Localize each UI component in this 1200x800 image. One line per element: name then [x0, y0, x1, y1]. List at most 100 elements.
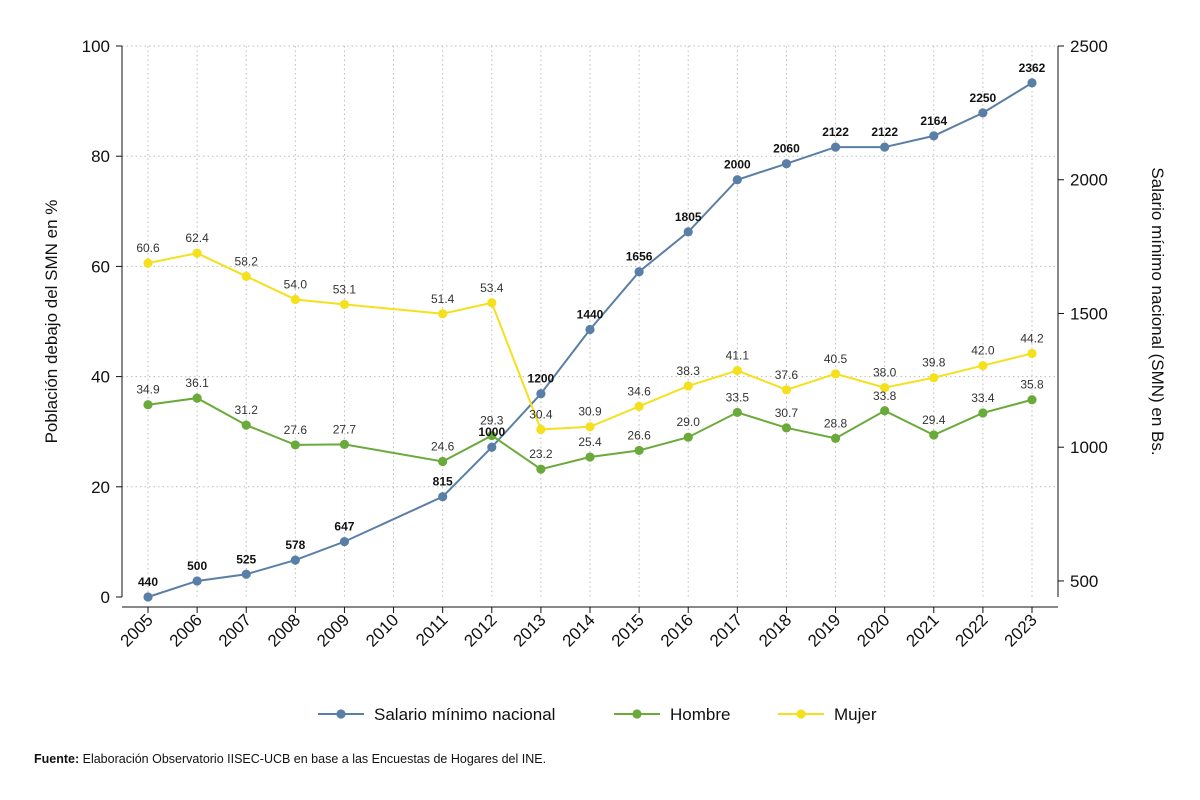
data-point	[830, 369, 841, 379]
data-point	[290, 294, 300, 305]
data-point	[585, 422, 595, 432]
data-label: 60.6	[136, 241, 160, 255]
data-point	[634, 445, 644, 456]
data-label: 33.5	[726, 390, 750, 404]
data-label: 27.6	[284, 423, 308, 437]
x-tick-label: 2020	[853, 610, 893, 650]
x-tick-label: 2006	[166, 610, 206, 650]
y-tick-label-left: 40	[91, 368, 110, 387]
legend-label: Hombre	[670, 705, 730, 724]
data-point	[683, 432, 693, 442]
data-label: 34.6	[627, 384, 651, 398]
x-tick-label: 2011	[412, 610, 451, 649]
y-tick-label-right: 1000	[1070, 438, 1108, 457]
series-line-hombre	[147, 397, 1033, 471]
x-tick-label: 2022	[952, 610, 992, 650]
x-tick-label: 2013	[510, 610, 550, 650]
data-point	[438, 309, 448, 319]
grid	[122, 45, 1058, 597]
data-label: 25.4	[578, 435, 602, 449]
data-point	[438, 456, 448, 467]
data-point	[929, 373, 939, 383]
y-tick-label-left: 100	[82, 37, 110, 56]
series-layer	[143, 78, 1037, 602]
data-label: 58.2	[235, 254, 259, 268]
data-point	[781, 423, 792, 433]
data-point	[487, 430, 497, 441]
data-label: 39.8	[922, 356, 946, 370]
data-label: 28.8	[824, 416, 848, 430]
data-point	[830, 142, 841, 152]
data-label: 500	[187, 559, 207, 573]
source-label: Fuente:	[34, 752, 80, 766]
legend-marker	[796, 709, 806, 719]
data-label: 40.5	[824, 352, 848, 366]
data-point	[192, 393, 202, 403]
data-point	[978, 108, 988, 118]
data-label: 2250	[970, 91, 997, 105]
series-line-mujer	[147, 252, 1033, 431]
data-label: 30.9	[578, 405, 602, 419]
y-tick-label-left: 60	[91, 257, 110, 276]
x-tick-label: 2016	[657, 610, 697, 650]
data-point	[683, 381, 693, 391]
data-label: 1805	[675, 210, 702, 224]
data-point	[192, 576, 202, 586]
data-label: 29.0	[677, 415, 701, 429]
data-point	[781, 385, 792, 395]
data-label: 38.3	[677, 364, 701, 378]
data-label: 2060	[773, 142, 800, 156]
x-tick-label: 2017	[706, 610, 746, 650]
data-label: 30.4	[529, 407, 553, 421]
data-label: 1000	[478, 425, 505, 439]
data-label: 2000	[724, 158, 751, 172]
source-text: Elaboración Observatorio IISEC-UCB en ba…	[79, 752, 547, 766]
data-point	[830, 433, 841, 443]
data-label: 24.6	[431, 439, 455, 453]
data-label: 36.1	[185, 376, 209, 390]
data-point	[929, 430, 939, 440]
data-point	[143, 258, 153, 268]
data-label: 33.4	[971, 391, 995, 405]
data-label: 2122	[871, 125, 898, 139]
data-point	[1027, 78, 1037, 88]
data-label: 26.6	[627, 428, 651, 442]
source-note: Fuente: Elaboración Observatorio IISEC-U…	[34, 752, 546, 766]
x-tick-label: 2014	[559, 610, 599, 650]
y-tick-label-right: 2500	[1070, 37, 1108, 56]
data-point	[585, 452, 595, 462]
y-tick-label-right: 1500	[1070, 304, 1108, 323]
data-label: 1200	[528, 372, 555, 386]
data-point	[634, 267, 644, 277]
data-label: 38.0	[873, 366, 897, 380]
y-tick-label-left: 80	[91, 147, 110, 166]
data-label: 42.0	[971, 344, 995, 358]
data-point	[143, 400, 153, 410]
data-label: 578	[285, 538, 305, 552]
data-point	[1027, 395, 1037, 405]
data-label: 525	[236, 552, 256, 566]
y-axis-title-left: Población debajo del SMN en %	[42, 200, 61, 444]
data-label: 53.4	[480, 281, 504, 295]
data-label: 2164	[920, 114, 947, 128]
data-point	[438, 492, 448, 502]
data-label: 27.7	[333, 422, 357, 436]
data-label: 23.2	[529, 447, 553, 461]
data-point	[487, 298, 497, 308]
data-point	[1027, 348, 1037, 359]
data-point	[339, 299, 350, 310]
data-label: 30.7	[775, 406, 799, 420]
data-point	[978, 360, 988, 371]
data-point	[241, 569, 251, 579]
x-tick-label: 2021	[902, 610, 942, 650]
data-label: 29.4	[922, 413, 946, 427]
series-line-salario-mínimo-nacional	[147, 82, 1033, 598]
y-tick-label-right: 500	[1070, 572, 1098, 591]
data-label: 53.1	[333, 282, 357, 296]
y-tick-label-left: 0	[101, 588, 110, 607]
x-tick-label: 2019	[804, 610, 844, 650]
data-label: 33.8	[873, 389, 897, 403]
legend-label: Mujer	[834, 705, 877, 724]
data-point	[732, 365, 742, 376]
